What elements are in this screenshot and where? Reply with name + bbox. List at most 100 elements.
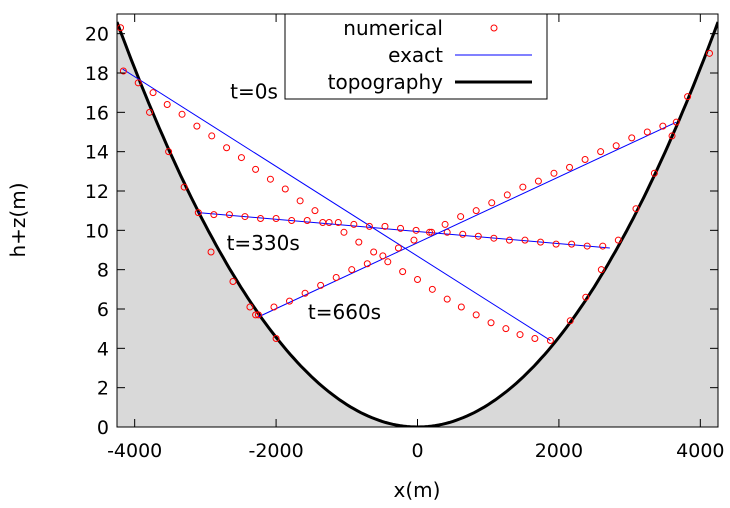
y-tick-label: 0 [97,417,109,439]
topography-fill [117,14,718,427]
numerical-point [582,293,590,301]
numerical-point [474,232,482,240]
numerical-point [426,228,434,236]
numerical-point [552,240,560,248]
legend: numerical exact topography [284,13,548,100]
x-tick-label: 4000 [676,440,724,462]
numerical-point [443,295,451,303]
numerical-point [272,215,280,223]
numerical-point [503,191,511,199]
numerical-point [537,238,545,246]
numerical-point [472,207,480,215]
numerical-point [303,217,311,224]
numerical-point [370,248,378,256]
numerical-point [505,236,513,244]
numerical-point [272,335,280,342]
numerical-point [568,240,576,248]
legend-label: numerical [343,16,443,40]
numerical-point [180,183,188,191]
topography-layer [117,21,718,427]
numerical-point [457,303,465,311]
numerical-point [643,128,651,136]
numerical-point [241,213,249,221]
y-tick-label: 18 [85,63,109,85]
numerical-point [363,260,371,268]
numerical-point [397,224,405,232]
numerical-point [193,122,201,130]
y-axis-title: h+z(m) [6,182,30,257]
exact-line [122,68,551,341]
exact-line [258,121,677,318]
time-annotation: t=660s [308,300,381,324]
numerical-point [597,148,605,156]
y-tick-label: 20 [85,24,109,46]
numerical-point [252,165,260,173]
numerical-point [246,303,254,311]
numerical-point [301,289,309,297]
y-tick-label: 14 [85,142,109,164]
numerical-point [597,266,605,274]
numerical-point [165,148,173,156]
x-tick-label: -4000 [107,440,162,462]
numerical-point [317,281,325,289]
numerical-point [311,207,319,215]
numerical-point [270,303,278,311]
numerical-point [581,156,589,164]
numerical-point [266,175,274,183]
numerical-point [257,215,265,223]
numerical-point [566,317,574,325]
x-tick-label: 0 [411,440,423,462]
y-tick-label: 4 [97,338,109,360]
y-tick-label: 12 [85,181,109,203]
numerical-point [531,335,539,342]
numerical-point [178,110,186,118]
numerical-point [340,228,348,236]
numerical-point [612,142,620,150]
numerical-point [521,236,529,244]
numerical-point [672,118,680,126]
numerical-point [296,197,304,205]
numerical-point [459,230,467,238]
numerical-point [210,211,218,219]
numerical-point [223,144,231,152]
numerical-point [119,67,127,75]
numerical-point [194,209,202,217]
numerical-point [583,242,591,250]
numerical-point [488,199,496,207]
numerical-point [146,108,154,116]
y-tick-label: 2 [97,378,109,400]
numerical-point [134,79,142,87]
numerical-point [334,218,342,226]
numerical-point [534,177,542,185]
numerical-point [412,226,420,234]
numerical-point [384,258,392,266]
y-tick-label: 16 [85,102,109,124]
shore-markers [566,49,714,325]
legend-label: exact [388,43,443,67]
numerical-point [348,266,356,274]
numerical-point [684,93,692,101]
numerical-point [546,336,554,344]
numerical-point [502,325,510,333]
x-tick-label: 2000 [535,440,583,462]
numerical-point [659,122,667,130]
numerical-point [550,169,558,177]
annotations-layer: t=0s t=330s t=660s [227,80,382,324]
numerical-point [254,311,262,319]
x-tick-label: -2000 [248,440,303,462]
numerical-point [399,268,407,276]
numerical-point [519,183,527,191]
series-3 [254,118,680,319]
numerical-point [472,311,480,319]
numerical-point [319,218,327,226]
numerical-point [599,242,607,250]
numerical-point [650,169,658,177]
numerical-point [288,217,296,224]
exact-line [198,212,610,249]
numerical-point [614,236,622,244]
numerical-point [149,89,157,97]
numerical-point [490,234,498,242]
y-tick-label: 10 [85,220,109,242]
series-2 [194,209,610,250]
